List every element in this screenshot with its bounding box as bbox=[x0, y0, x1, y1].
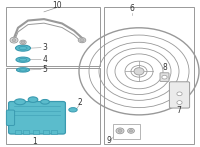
FancyBboxPatch shape bbox=[6, 69, 100, 144]
Circle shape bbox=[10, 37, 18, 43]
Text: 9: 9 bbox=[107, 137, 111, 146]
Ellipse shape bbox=[41, 100, 49, 104]
Ellipse shape bbox=[14, 99, 26, 105]
Bar bbox=[43, 130, 49, 134]
Text: 1: 1 bbox=[33, 137, 37, 146]
FancyBboxPatch shape bbox=[6, 7, 100, 66]
Ellipse shape bbox=[118, 129, 122, 132]
Ellipse shape bbox=[128, 128, 134, 133]
Circle shape bbox=[12, 39, 16, 42]
FancyBboxPatch shape bbox=[113, 124, 140, 139]
FancyBboxPatch shape bbox=[160, 73, 169, 81]
Circle shape bbox=[162, 75, 167, 79]
Circle shape bbox=[177, 101, 182, 104]
Ellipse shape bbox=[16, 68, 30, 72]
Ellipse shape bbox=[16, 45, 30, 51]
Ellipse shape bbox=[116, 128, 124, 134]
Text: 6: 6 bbox=[130, 4, 134, 13]
Text: 8: 8 bbox=[163, 63, 167, 72]
Text: 7: 7 bbox=[177, 106, 181, 115]
Text: 3: 3 bbox=[43, 43, 47, 52]
Bar bbox=[33, 130, 39, 134]
FancyBboxPatch shape bbox=[9, 102, 65, 134]
FancyBboxPatch shape bbox=[6, 110, 15, 126]
FancyBboxPatch shape bbox=[104, 7, 194, 144]
Ellipse shape bbox=[19, 69, 27, 71]
Text: 2: 2 bbox=[78, 98, 82, 107]
Circle shape bbox=[177, 92, 182, 96]
Ellipse shape bbox=[21, 41, 25, 44]
Text: 5: 5 bbox=[43, 65, 47, 74]
Ellipse shape bbox=[78, 37, 86, 43]
Ellipse shape bbox=[19, 46, 27, 50]
Ellipse shape bbox=[28, 97, 38, 102]
Bar bbox=[51, 130, 57, 134]
Ellipse shape bbox=[16, 57, 30, 62]
FancyBboxPatch shape bbox=[169, 82, 190, 108]
Ellipse shape bbox=[80, 39, 84, 42]
Bar bbox=[15, 130, 21, 134]
Ellipse shape bbox=[20, 40, 26, 45]
Ellipse shape bbox=[69, 108, 77, 112]
Text: 4: 4 bbox=[43, 55, 47, 64]
Ellipse shape bbox=[19, 58, 27, 61]
Circle shape bbox=[134, 68, 144, 75]
Text: 10: 10 bbox=[52, 1, 62, 10]
Ellipse shape bbox=[129, 130, 133, 132]
Bar bbox=[23, 130, 29, 134]
